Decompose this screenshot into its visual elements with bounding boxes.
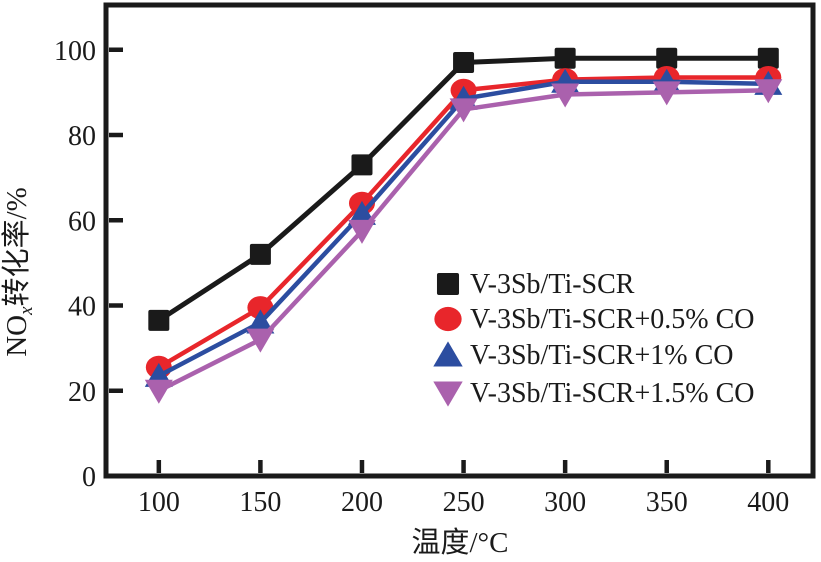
marker-square [148, 309, 170, 331]
marker-triangle-down [652, 81, 681, 106]
marker-triangle-down [433, 381, 463, 407]
marker-triangle-down [246, 328, 275, 353]
x-tick-label: 400 [747, 487, 789, 518]
marker-square [757, 47, 779, 69]
marker-square [656, 47, 678, 69]
y-axis-title: NOx转化率/% [0, 187, 37, 357]
marker-triangle-down [449, 98, 478, 123]
y-axis-tick-labels: 0 20 40 60 80 100 [54, 36, 96, 493]
x-tick-label: 100 [138, 487, 180, 518]
marker-square [453, 52, 475, 74]
marker-triangle-up [246, 309, 275, 334]
legend-label-series-4: V-3Sb/Ti-SCR+1.5% CO [470, 378, 754, 409]
legend-markers [433, 272, 463, 407]
legend-label-series-3: V-3Sb/Ti-SCR+1% CO [470, 340, 733, 371]
marker-square [436, 272, 460, 296]
marker-square [554, 47, 576, 69]
y-tick-label: 60 [68, 206, 96, 237]
x-axis-tick-labels: 100 150 200 250 300 350 400 [138, 487, 789, 518]
x-tick-label: 250 [443, 487, 485, 518]
marker-triangle-down [754, 79, 783, 104]
marker-square [351, 154, 373, 176]
legend-label-series-1: V-3Sb/Ti-SCR [470, 269, 635, 300]
marker-triangle-up [347, 200, 376, 225]
y-axis-ticks [109, 47, 123, 394]
marker-circle [434, 306, 462, 332]
marker-triangle-up [433, 341, 463, 367]
x-tick-label: 200 [341, 487, 383, 518]
y-tick-label: 100 [54, 36, 96, 67]
data-series [144, 47, 783, 404]
marker-triangle-down [347, 219, 376, 244]
legend-label-series-2: V-3Sb/Ti-SCR+0.5% CO [470, 304, 754, 335]
y-tick-label: 80 [68, 121, 96, 152]
marker-square [249, 243, 271, 265]
y-tick-label: 0 [82, 462, 96, 493]
x-axis-ticks [156, 460, 771, 473]
x-axis-title: 温度/°C [412, 526, 509, 559]
x-tick-label: 150 [239, 487, 281, 518]
y-tick-label: 40 [68, 292, 96, 323]
marker-triangle-down [551, 83, 580, 108]
x-tick-label: 300 [544, 487, 586, 518]
y-tick-label: 20 [68, 377, 96, 408]
marker-triangle-down [144, 379, 173, 404]
legend: V-3Sb/Ti-SCR V-3Sb/Ti-SCR+0.5% CO V-3Sb/… [433, 269, 754, 409]
x-tick-label: 350 [646, 487, 688, 518]
plot-frame [103, 2, 816, 479]
